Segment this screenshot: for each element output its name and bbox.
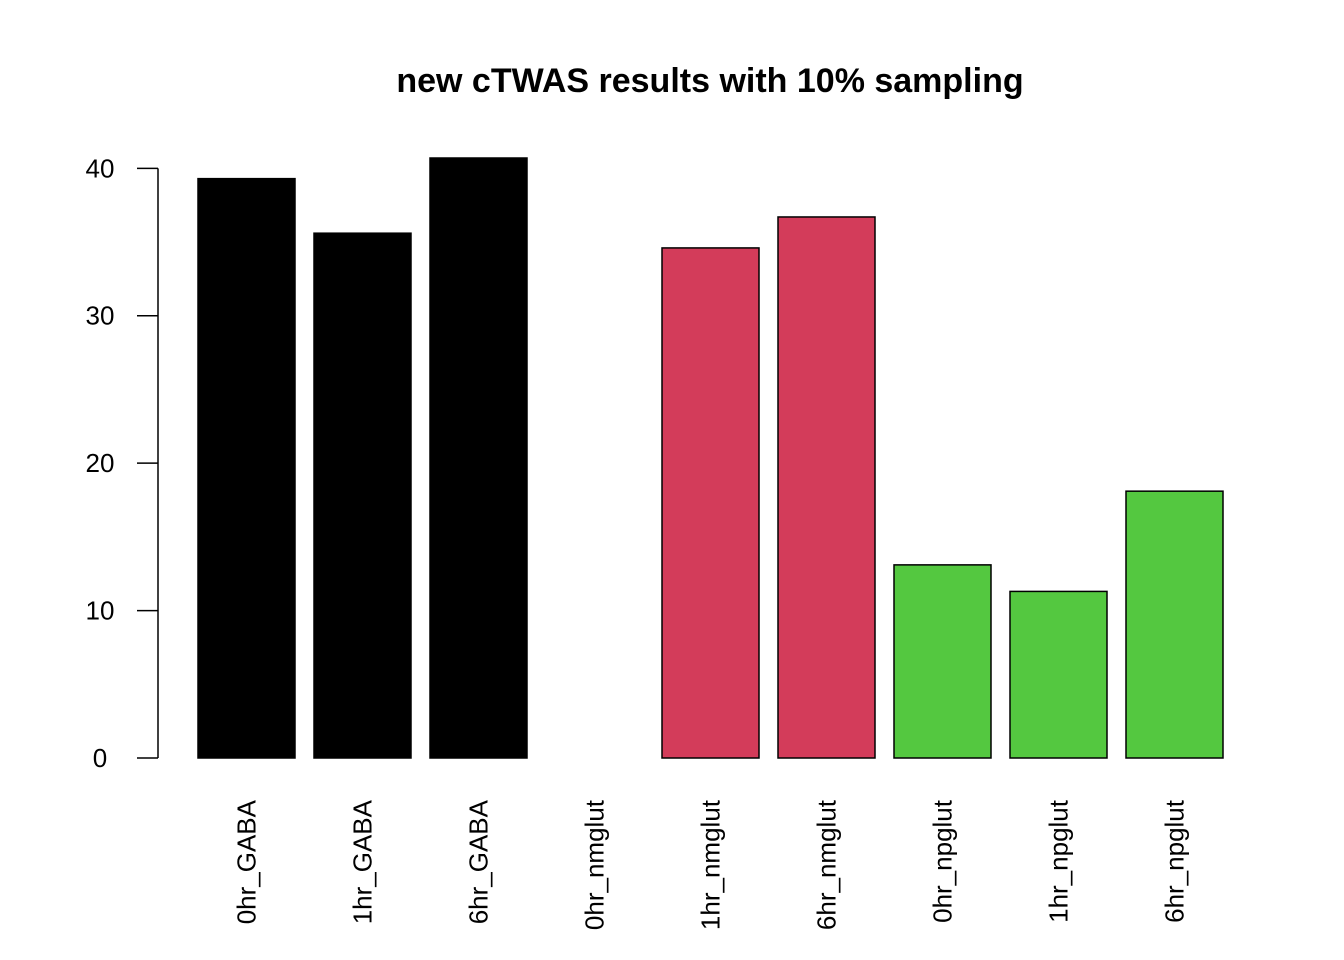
chart-title: new cTWAS results with 10% sampling	[396, 62, 1023, 100]
bar-0hr-gaba	[197, 177, 296, 759]
x-category-label: 1hr_npglut	[1044, 799, 1074, 923]
y-tick-label: 10	[86, 596, 115, 626]
bar-0hr-npglut	[893, 564, 992, 759]
bar-6hr-gaba	[429, 157, 528, 759]
bar-1hr-gaba	[313, 232, 412, 759]
x-category-label: 6hr_GABA	[464, 799, 494, 924]
x-category-label: 1hr_GABA	[348, 799, 378, 924]
bar-1hr-npglut	[1009, 590, 1108, 759]
y-tick-label: 0	[93, 743, 107, 773]
x-category-label: 1hr_nmglut	[696, 799, 726, 930]
bar-6hr-nmglut	[777, 216, 876, 759]
x-category-label: 0hr_GABA	[232, 799, 262, 924]
x-category-label: 6hr_nmglut	[812, 799, 842, 930]
y-axis: 0 10 20 30 40	[86, 153, 159, 773]
x-category-label: 6hr_npglut	[1160, 799, 1190, 923]
y-tick-label: 40	[86, 153, 115, 183]
bars	[197, 157, 1224, 759]
y-tick-label: 30	[86, 301, 115, 331]
x-axis-labels: 0hr_GABA 1hr_GABA 6hr_GABA 0hr_nmglut 1hr_nm…	[232, 799, 1190, 930]
bar-6hr-npglut	[1125, 490, 1224, 759]
bar-1hr-nmglut	[661, 247, 760, 759]
y-tick-label: 20	[86, 448, 115, 478]
x-category-label: 0hr_npglut	[928, 799, 958, 923]
x-category-label: 0hr_nmglut	[580, 799, 610, 930]
